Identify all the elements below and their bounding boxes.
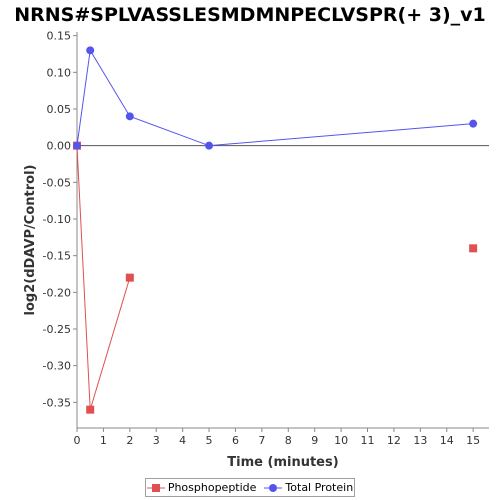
x-tick-label: 8 <box>285 434 292 447</box>
y-tick-label: 0.00 <box>47 140 72 153</box>
legend-label-total-protein: Total Protein <box>285 481 354 494</box>
legend-item-total-protein: Total Protein <box>264 481 353 494</box>
y-tick-label: -0.05 <box>43 176 71 189</box>
legend: Phosphopeptide Total Protein <box>145 478 355 497</box>
phosphopeptide-point <box>469 244 478 253</box>
x-tick-label: 0 <box>74 434 81 447</box>
x-tick-label: 6 <box>232 434 239 447</box>
y-tick-label: -0.20 <box>43 286 71 299</box>
total-protein-point <box>469 119 478 128</box>
x-axis-title: Time (minutes) <box>227 455 338 470</box>
x-tick-label: 7 <box>258 434 265 447</box>
data-layer <box>73 46 478 414</box>
phosphopeptide-point <box>125 273 134 282</box>
y-tick-label: -0.25 <box>43 323 71 336</box>
axes-layer: 0.15 0.10 0.05 0.00 -0.05 -0.10 -0.15 -0.20 -0.2… <box>43 30 489 447</box>
total-protein-point <box>125 112 134 121</box>
phosphopeptide-swatch <box>146 483 165 493</box>
legend-item-phosphopeptide: Phosphopeptide <box>146 481 257 494</box>
chart-title: NRNS#SPLVASSLESMDMNPECLVSPR(+ 3)_v1 <box>14 4 486 26</box>
plot-area <box>77 32 489 428</box>
phosphopeptide-point <box>86 405 95 414</box>
x-tick-label: 5 <box>206 434 213 447</box>
x-tick-label: 1 <box>100 434 107 447</box>
total-protein-point <box>86 46 95 55</box>
total-protein-point <box>205 141 214 150</box>
x-tick-label: 13 <box>413 434 427 447</box>
y-tick-label: 0.05 <box>47 103 72 116</box>
y-tick-label: -0.10 <box>43 213 71 226</box>
x-tick-label: 11 <box>361 434 375 447</box>
y-tick-label: 0.15 <box>47 30 72 43</box>
x-tick-label: 10 <box>334 434 348 447</box>
x-tick-label: 3 <box>153 434 160 447</box>
y-axis-title: log2(dDAVP/Control) <box>23 165 38 316</box>
y-tick-label: -0.35 <box>43 396 71 409</box>
y-tick-label: -0.15 <box>43 250 71 263</box>
x-tick-label: 2 <box>126 434 133 447</box>
x-tick-label: 14 <box>440 434 454 447</box>
x-tick-label: 15 <box>466 434 480 447</box>
legend-label-phosphopeptide: Phosphopeptide <box>167 481 257 494</box>
x-tick-label: 12 <box>387 434 401 447</box>
total-protein-swatch <box>264 483 283 493</box>
total-protein-point <box>73 141 81 150</box>
x-tick-label: 4 <box>179 434 186 447</box>
y-tick-label: 0.10 <box>47 66 72 79</box>
x-tick-label: 9 <box>311 434 318 447</box>
y-tick-label: -0.30 <box>43 360 71 373</box>
